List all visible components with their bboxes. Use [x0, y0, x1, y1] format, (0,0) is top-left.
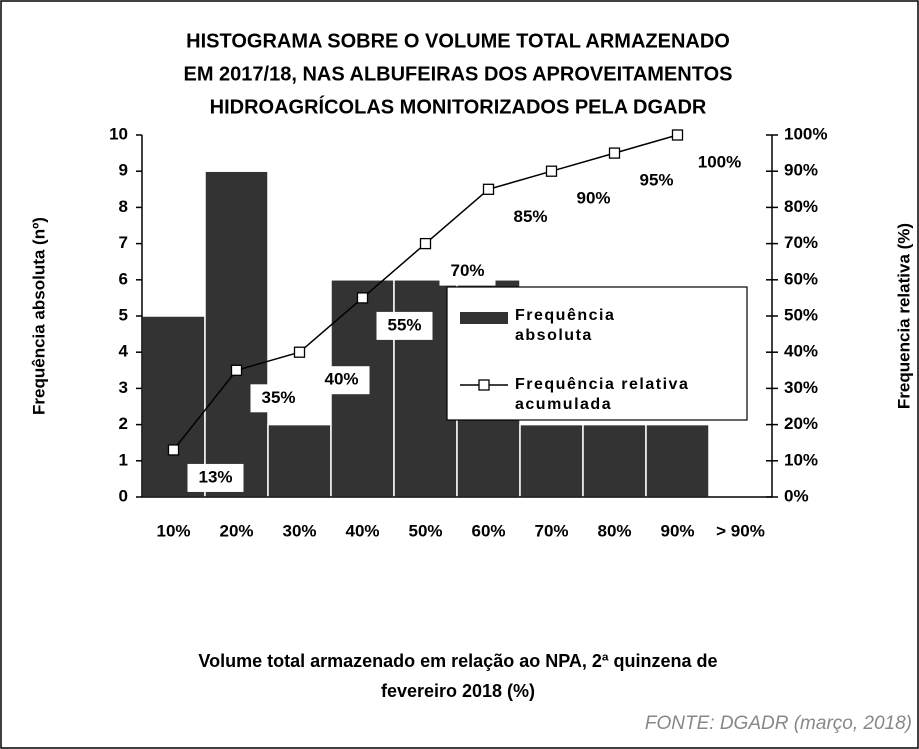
- legend-label: Frequência absoluta: [515, 307, 616, 344]
- y2-tick-label: 80%: [784, 197, 818, 216]
- marker: [167, 444, 180, 456]
- bar: [645, 423, 710, 498]
- source: FONTE: DGADR (março, 2018): [645, 713, 912, 734]
- chart-title: HISTOGRAMA SOBRE O VOLUME TOTAL ARMAZENA…: [186, 30, 730, 52]
- legend-label: Frequência relativa acumulada: [515, 376, 690, 413]
- legend-box: [446, 286, 748, 421]
- y2-tick-label: 70%: [784, 233, 818, 252]
- y2-tick-label: 10%: [784, 450, 818, 469]
- y2-tick-label: 90%: [784, 161, 818, 180]
- y-tick-label: 6: [119, 269, 128, 288]
- value-label-bg: [502, 203, 559, 232]
- value-label: 90%: [576, 189, 610, 208]
- y-tick-label: 0: [119, 486, 128, 505]
- y2-tick-label: 100%: [784, 124, 827, 143]
- y-tick-label: 8: [119, 197, 128, 216]
- x-tick-label: 30%: [282, 521, 316, 540]
- y-tick-label: 3: [119, 378, 128, 397]
- value-label-bg: [691, 149, 748, 177]
- y-tick-label: 7: [119, 233, 128, 252]
- value-label-bg: [250, 384, 307, 413]
- value-label: 95%: [639, 171, 673, 190]
- legend-marker: [478, 379, 490, 391]
- bar: [204, 170, 269, 498]
- x-tick-label: 10%: [156, 521, 190, 540]
- x-tick-label: 20%: [219, 521, 253, 540]
- legend-swatch: [460, 312, 508, 324]
- chart-title: HIDROAGRÍCOLAS MONITORIZADOS PELA DGADR: [210, 95, 707, 118]
- marker: [671, 129, 684, 141]
- bar: [582, 423, 647, 498]
- marker: [293, 346, 306, 358]
- x-tick-label: 40%: [345, 521, 379, 540]
- x-axis-label: fevereiro 2018 (%): [381, 681, 535, 701]
- value-label: 85%: [513, 207, 547, 226]
- value-label: 70%: [450, 261, 484, 280]
- bar: [519, 423, 584, 498]
- marker: [608, 147, 621, 159]
- y-tick-label: 1: [119, 450, 128, 469]
- value-label: 100%: [698, 152, 741, 171]
- y-tick-label: 5: [119, 305, 128, 324]
- y2-tick-label: 40%: [784, 342, 818, 361]
- y2-tick-label: 50%: [784, 305, 818, 324]
- y-tick-label: 4: [119, 342, 129, 361]
- y2-axis-label: Frequencia relativa (%): [894, 223, 913, 409]
- y-tick-label: 10: [109, 124, 128, 143]
- value-label: 35%: [261, 388, 295, 407]
- value-label-bg: [187, 463, 244, 492]
- y-tick-label: 9: [119, 161, 128, 180]
- value-label: 13%: [198, 467, 232, 486]
- y2-tick-label: 30%: [784, 378, 818, 397]
- value-label-bg: [313, 366, 370, 395]
- marker: [419, 237, 432, 250]
- chart-title: EM 2017/18, NAS ALBUFEIRAS DOS APROVEITA…: [184, 63, 733, 85]
- y-tick-label: 2: [119, 414, 128, 433]
- y2-tick-label: 20%: [784, 414, 818, 433]
- y2-tick-label: 0%: [784, 486, 809, 505]
- bar: [267, 423, 332, 498]
- marker: [230, 364, 243, 376]
- value-label-bg: [439, 257, 496, 286]
- y-axis-label: Frequência absoluta (nº): [29, 217, 48, 415]
- value-label: 55%: [387, 315, 421, 334]
- x-tick-label: 70%: [534, 521, 568, 540]
- value-label-bg: [628, 167, 685, 196]
- y2-tick-label: 60%: [784, 269, 818, 288]
- marker: [482, 183, 495, 195]
- x-tick-label: 60%: [471, 521, 505, 540]
- value-label: 40%: [324, 370, 358, 389]
- x-tick-label: 90%: [660, 521, 694, 540]
- x-tick-label: > 90%: [716, 521, 765, 540]
- value-label-bg: [376, 311, 433, 340]
- x-axis-label: Volume total armazenado em relação ao NP…: [198, 651, 717, 671]
- x-tick-label: 50%: [408, 521, 442, 540]
- marker: [356, 292, 369, 304]
- value-label-bg: [565, 185, 622, 214]
- x-tick-label: 80%: [597, 521, 631, 540]
- marker: [545, 165, 558, 177]
